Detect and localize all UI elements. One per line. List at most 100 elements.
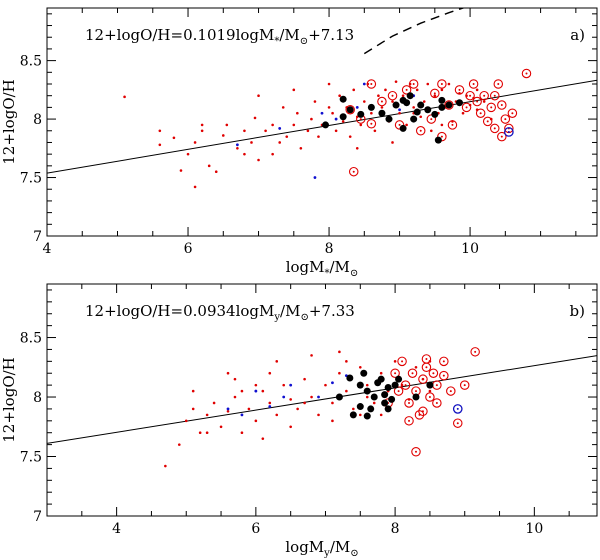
black-dot [346, 374, 354, 382]
red-dot [433, 94, 437, 97]
black-dot [438, 103, 446, 111]
red-dot [254, 419, 258, 423]
red-dot [341, 120, 345, 123]
black-dot [349, 411, 357, 419]
red-ring-marker [387, 90, 398, 101]
red-ring-center [421, 410, 424, 413]
red-dot [358, 413, 362, 417]
black-dot [339, 95, 347, 103]
panel-a-x-ticks: 4 6 8 10 [43, 8, 577, 257]
red-dot [327, 106, 331, 109]
red-dot [186, 152, 190, 156]
black-dot [381, 399, 389, 407]
red-ring-center [428, 396, 431, 399]
red-dot [379, 413, 383, 417]
red-dot [254, 383, 258, 387]
red-dot [261, 389, 265, 393]
red-ring [426, 114, 437, 124]
black-dot [339, 113, 347, 121]
red-ring-marker [454, 85, 465, 95]
red-ring-center [412, 83, 415, 85]
y-tick-label: 8.5 [20, 54, 42, 70]
red-ring [404, 398, 414, 408]
blue-dot [313, 176, 317, 179]
black-dot [356, 381, 364, 389]
red-ring-center [474, 350, 477, 353]
red-ring-center [490, 106, 493, 109]
red-dot [226, 410, 230, 413]
panel-a-y-axis-label: 12+logO/H [0, 79, 18, 165]
red-ring [414, 410, 425, 420]
black-dot [412, 393, 420, 401]
black-dot [384, 384, 392, 392]
red-dot [214, 170, 218, 173]
red-dot [177, 443, 181, 446]
red-ring [470, 347, 480, 357]
red-dot [191, 389, 195, 393]
red-ring-marker [507, 108, 518, 118]
red-ring [482, 116, 493, 127]
red-ring-center [404, 384, 407, 387]
red-dot [414, 365, 418, 369]
panel-b-annotation: 12+logO/H=0.0934logMy/M⊙+7.33 [85, 302, 355, 323]
red-ring-marker [394, 120, 405, 130]
red-dot [172, 136, 176, 140]
red-dot [233, 377, 237, 381]
red-dot [158, 129, 162, 133]
red-ring [472, 96, 482, 107]
blue-dot [240, 413, 244, 417]
red-dot [461, 111, 465, 115]
black-dot [381, 391, 389, 399]
red-dot [370, 111, 373, 115]
panel-a-x-axis-label: logM*/M⊙ [286, 258, 359, 279]
red-dot [200, 129, 204, 133]
red-dot [282, 383, 286, 387]
red-ring-center [352, 170, 355, 173]
red-ring [454, 85, 465, 95]
red-ring-center [425, 357, 428, 360]
red-dot [391, 141, 394, 144]
red-ring [421, 354, 432, 364]
red-ring-marker [415, 126, 426, 136]
red-ring-marker [470, 347, 480, 357]
red-dot [303, 377, 306, 381]
red-ring-marker [497, 131, 507, 142]
red-dot [281, 106, 285, 109]
red-ring-center [433, 92, 436, 95]
red-ring-center [493, 127, 496, 130]
red-dot [377, 94, 380, 97]
red-ring [418, 374, 428, 384]
red-ring-marker [404, 416, 414, 426]
red-dot [289, 398, 292, 401]
red-dot [243, 152, 246, 156]
red-dot [268, 371, 272, 375]
red-ring [428, 368, 439, 378]
red-ring [366, 79, 377, 89]
red-dot [264, 129, 267, 133]
red-ring-marker [472, 96, 482, 107]
red-dot [296, 407, 299, 411]
red-dot [275, 360, 279, 363]
red-ring-marker [421, 362, 432, 373]
black-dot [456, 99, 463, 107]
red-ring-marker [497, 100, 507, 110]
red-ring-marker [418, 374, 428, 384]
panel-b: 4 6 8 10 7 7.5 8 8.5 12+logO/H=0.0934logMy/M⊙+… [0, 283, 598, 559]
red-ring [366, 119, 377, 129]
black-dot [360, 369, 368, 377]
red-ring [404, 416, 414, 426]
red-dot [428, 389, 432, 393]
red-dot [365, 395, 369, 399]
red-ring-marker [404, 398, 414, 408]
red-ring-center [479, 112, 482, 115]
red-dot [310, 354, 313, 357]
blue-dot [268, 405, 272, 408]
red-ring-marker [490, 90, 500, 101]
red-ring-center [414, 390, 417, 393]
panel-a-plot-area [47, 8, 597, 189]
red-ring-center [486, 120, 489, 123]
black-dot [335, 393, 343, 401]
red-ring [439, 370, 449, 381]
blue-dot [355, 105, 359, 109]
red-dot [198, 431, 202, 435]
